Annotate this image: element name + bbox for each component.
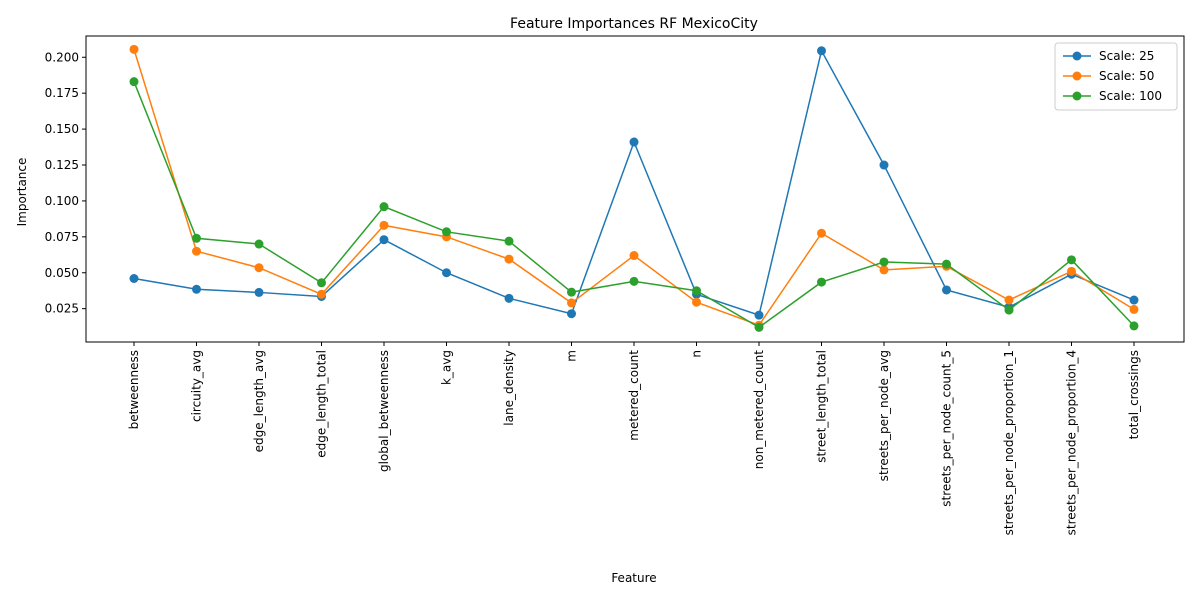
data-point <box>254 287 264 297</box>
data-point <box>254 239 264 249</box>
x-tick-label: metered_count <box>627 350 641 441</box>
data-point <box>754 322 764 332</box>
x-tick-label: non_metered_count <box>752 350 766 470</box>
data-point <box>879 257 889 267</box>
data-point <box>504 254 514 264</box>
data-point <box>692 297 701 307</box>
x-tick-label: street_length_total <box>815 350 829 463</box>
data-point <box>317 289 326 299</box>
x-tick-label: total_crossings <box>1127 350 1141 439</box>
data-point <box>1129 321 1139 331</box>
x-tick-label: edge_length_total <box>315 350 329 458</box>
data-point <box>504 293 514 303</box>
x-axis-ticks: betweenness circuity_avg edge_length_avg ed… <box>127 342 1141 535</box>
plot-frame <box>85 35 1185 343</box>
data-point <box>629 251 639 261</box>
data-point <box>817 277 826 287</box>
x-tick-label: streets_per_node_proportion_4 <box>1065 350 1079 535</box>
data-point <box>379 202 389 212</box>
data-point <box>567 298 576 308</box>
data-point <box>442 268 451 278</box>
data-point <box>1129 295 1139 305</box>
x-tick-label: k_avg <box>440 350 454 385</box>
x-tick-label: streets_per_node_proportion_1 <box>1002 350 1016 535</box>
legend-swatch-marker <box>1072 51 1082 61</box>
series-layer <box>129 44 1139 332</box>
data-point <box>129 274 139 284</box>
y-tick-label: 0.175 <box>45 86 79 100</box>
x-tick-label: m <box>565 350 579 362</box>
data-point <box>1004 295 1014 305</box>
data-point <box>942 285 951 295</box>
legend-swatch-marker <box>1072 71 1082 81</box>
data-point <box>317 278 326 288</box>
y-axis-label: Importance <box>15 158 29 227</box>
data-point <box>1004 305 1014 315</box>
data-point <box>567 309 576 319</box>
data-point <box>379 220 389 230</box>
y-tick-label: 0.200 <box>45 50 79 64</box>
data-point <box>1067 266 1076 276</box>
chart-title: Feature Importances RF MexicoCity <box>510 16 758 32</box>
data-point <box>629 137 639 147</box>
legend-label: Scale: 100 <box>1099 89 1162 103</box>
data-point <box>129 77 139 87</box>
y-tick-label: 0.025 <box>45 302 79 316</box>
x-tick-label: edge_length_avg <box>252 350 266 452</box>
y-axis-ticks: 0.025 0.050 0.075 0.100 0.125 0.150 0.175 0.200 <box>45 50 86 316</box>
legend-box <box>1054 42 1178 111</box>
data-point <box>379 235 389 245</box>
series-line <box>133 48 1135 317</box>
data-point <box>817 46 826 56</box>
x-tick-label: lane_density <box>502 350 516 426</box>
y-tick-label: 0.150 <box>45 122 79 136</box>
data-point <box>879 160 889 170</box>
x-tick-label: n <box>690 350 704 358</box>
data-point <box>442 227 451 237</box>
x-axis-label: Feature <box>611 571 656 585</box>
y-tick-label: 0.075 <box>45 230 79 244</box>
data-point <box>692 286 701 296</box>
data-point <box>1067 255 1076 265</box>
x-tick-label: betweenness <box>127 350 141 429</box>
data-point <box>192 284 201 294</box>
x-tick-label: global_betweenness <box>377 350 391 472</box>
data-point <box>567 287 576 297</box>
x-tick-label: streets_per_node_count_5 <box>940 350 954 507</box>
data-point <box>192 246 201 256</box>
series-group <box>129 77 1139 332</box>
data-point <box>629 276 639 286</box>
legend-label: Scale: 25 <box>1099 49 1154 63</box>
data-point <box>504 236 514 246</box>
series-group <box>129 44 1139 330</box>
y-tick-label: 0.100 <box>45 194 79 208</box>
x-tick-label: circuity_avg <box>190 350 204 422</box>
legend-label: Scale: 50 <box>1099 69 1154 83</box>
data-point <box>192 233 201 243</box>
y-tick-label: 0.050 <box>45 266 79 280</box>
data-point <box>1129 304 1139 314</box>
data-point <box>879 265 889 275</box>
data-point <box>754 310 764 320</box>
legend: Scale: 25 Scale: 50 Scale: 100 <box>1054 42 1178 111</box>
series-line <box>133 81 1135 329</box>
legend-swatch-marker <box>1072 91 1082 101</box>
data-point <box>254 263 264 273</box>
data-point <box>942 259 951 269</box>
y-tick-label: 0.125 <box>45 158 79 172</box>
data-point <box>817 228 826 238</box>
data-point <box>129 44 139 54</box>
x-tick-label: streets_per_node_avg <box>877 350 891 481</box>
